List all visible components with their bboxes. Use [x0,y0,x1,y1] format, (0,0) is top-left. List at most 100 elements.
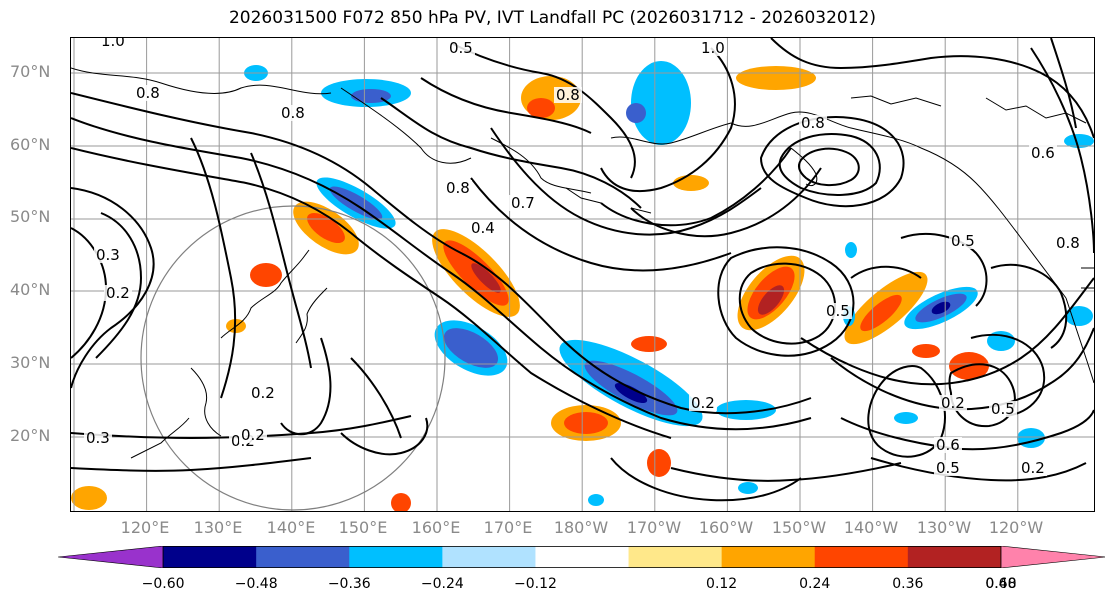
colorbar-segment [721,546,816,568]
contour-label-background [444,180,472,196]
colorbar-tick-label: 0.24 [799,576,831,592]
contour-label-background [1029,145,1057,161]
positive-anomaly [757,285,785,315]
contour-label: 0.5 [826,302,850,320]
colorbar-outline [162,546,1002,568]
contour-label: 0.8 [801,114,825,132]
positive-anomaly [391,493,411,511]
contour-label: 0.8 [446,179,470,197]
lat-label-70: 70°N [10,62,51,81]
map-title: 2026031500 F072 850 hPa PV, IVT Landfall… [228,8,876,28]
negative-anomaly [716,400,776,420]
lon-label-150w: 150°W [771,518,827,537]
contour-label-background [799,115,827,131]
contour-label: 0.3 [96,246,120,264]
positive-anomaly [527,98,555,118]
map-panel: 1.0 0.8 0.8 0.5 0.8 1.0 0.8 0.7 0.4 0.3 0.2 0.5 0.8 0… [70,37,1095,512]
negative-anomaly [1064,134,1094,148]
negative-anomaly [738,482,758,494]
contour-label: 0.6 [936,436,960,454]
contour-label: 0.4 [471,219,495,237]
contour-label: 0.2 [691,394,715,412]
contour-label-background [934,460,962,476]
negative-anomaly [1017,428,1045,448]
positive-anomaly [647,449,671,477]
colorbar-segment [442,546,536,568]
colorbar-extend-high [1000,546,1105,568]
negative-anomaly [329,186,383,220]
lat-label-60: 60°N [10,135,51,154]
lon-label-130e: 130°E [193,518,243,537]
contour-label: 0.3 [86,429,110,447]
negative-anomaly [894,412,918,424]
lon-label-180w: 180°W [553,518,609,537]
contour-label: 1.0 [101,38,125,50]
colorbar-segment [814,546,909,568]
contour-label-background [1019,460,1047,476]
colorbar-segment [907,546,1002,568]
negative-anomaly [614,383,648,403]
colorbar-segment [163,546,257,568]
lat-label-30: 30°N [10,353,51,372]
contour-label-background [99,38,127,49]
contour-label-background [689,395,717,411]
lon-label-140e: 140°E [266,518,316,537]
lat-label-50: 50°N [10,207,51,226]
colorbar-tick-label: 0.48 [985,576,1017,592]
lat-label-20: 20°N [10,426,51,445]
positive-anomaly [631,336,667,352]
contour-label: 0.5 [936,459,960,477]
colorbar-tick-label: −0.24 [420,576,464,592]
contour-label: 0.6 [1031,144,1055,162]
pv-contours [71,38,1094,502]
contour-label-background [104,285,132,301]
negative-anomaly [1065,306,1093,326]
contour-label-background [1054,235,1082,251]
positive-anomaly [860,294,902,332]
colorbar-segment [256,546,350,568]
contour-label: 0.5 [991,400,1015,418]
contour-label-background [934,437,962,453]
lon-label-140w: 140°W [843,518,899,537]
colorbar-tick-label: 0.12 [706,576,738,592]
positive-anomaly [736,66,816,90]
contour-label: 0.2 [941,394,965,412]
contour-label-background [699,40,727,56]
contour-label-background [509,195,537,211]
contour-label-background [939,395,967,411]
negative-anomaly [626,103,646,123]
negative-anomaly [443,328,499,368]
contour-label: 0.7 [511,194,535,212]
colorbar-segment [535,546,630,568]
positive-anomaly [307,212,345,244]
colorbar-tick-label: −0.36 [327,576,371,592]
contour-label-background [94,247,122,263]
contour-label-layer: 1.0 0.8 0.8 0.5 0.8 1.0 0.8 0.7 0.4 0.3 0.2 0.5 0.8 0… [84,38,1082,477]
negative-anomaly [845,242,857,258]
contour-label-background [249,385,277,401]
colorbar-tick-label: −0.60 [141,576,185,592]
colorbar-tick-label: 0.60 [985,576,1017,592]
contour-label-background [239,427,267,443]
map-canvas: 1.0 0.8 0.8 0.5 0.8 1.0 0.8 0.7 0.4 0.3 0.2 0.5 0.8 0… [71,38,1094,511]
lon-label-120e: 120°E [120,518,170,537]
contour-label-background [989,401,1017,417]
colorbar-tick-label: −0.12 [514,576,557,592]
colorbar-tick-label: −0.48 [234,576,278,592]
shading-layer [71,61,1094,511]
positive-anomaly [912,344,940,358]
lon-label-120w: 120°W [988,518,1044,537]
colorbar-extend-low [58,546,164,568]
contour-label-background [447,40,475,56]
positive-anomaly [71,486,107,510]
negative-anomaly [631,61,691,145]
lon-label-160w: 160°W [698,518,754,537]
positive-anomaly [250,263,282,287]
colorbar [58,546,1105,568]
contour-label: 0.2 [251,384,275,402]
colorbar-segment [628,546,723,568]
lon-label-170w: 170°W [626,518,682,537]
contour-label: 0.8 [556,86,580,104]
contour-label-background [469,220,497,236]
lon-label-150e: 150°E [338,518,388,537]
